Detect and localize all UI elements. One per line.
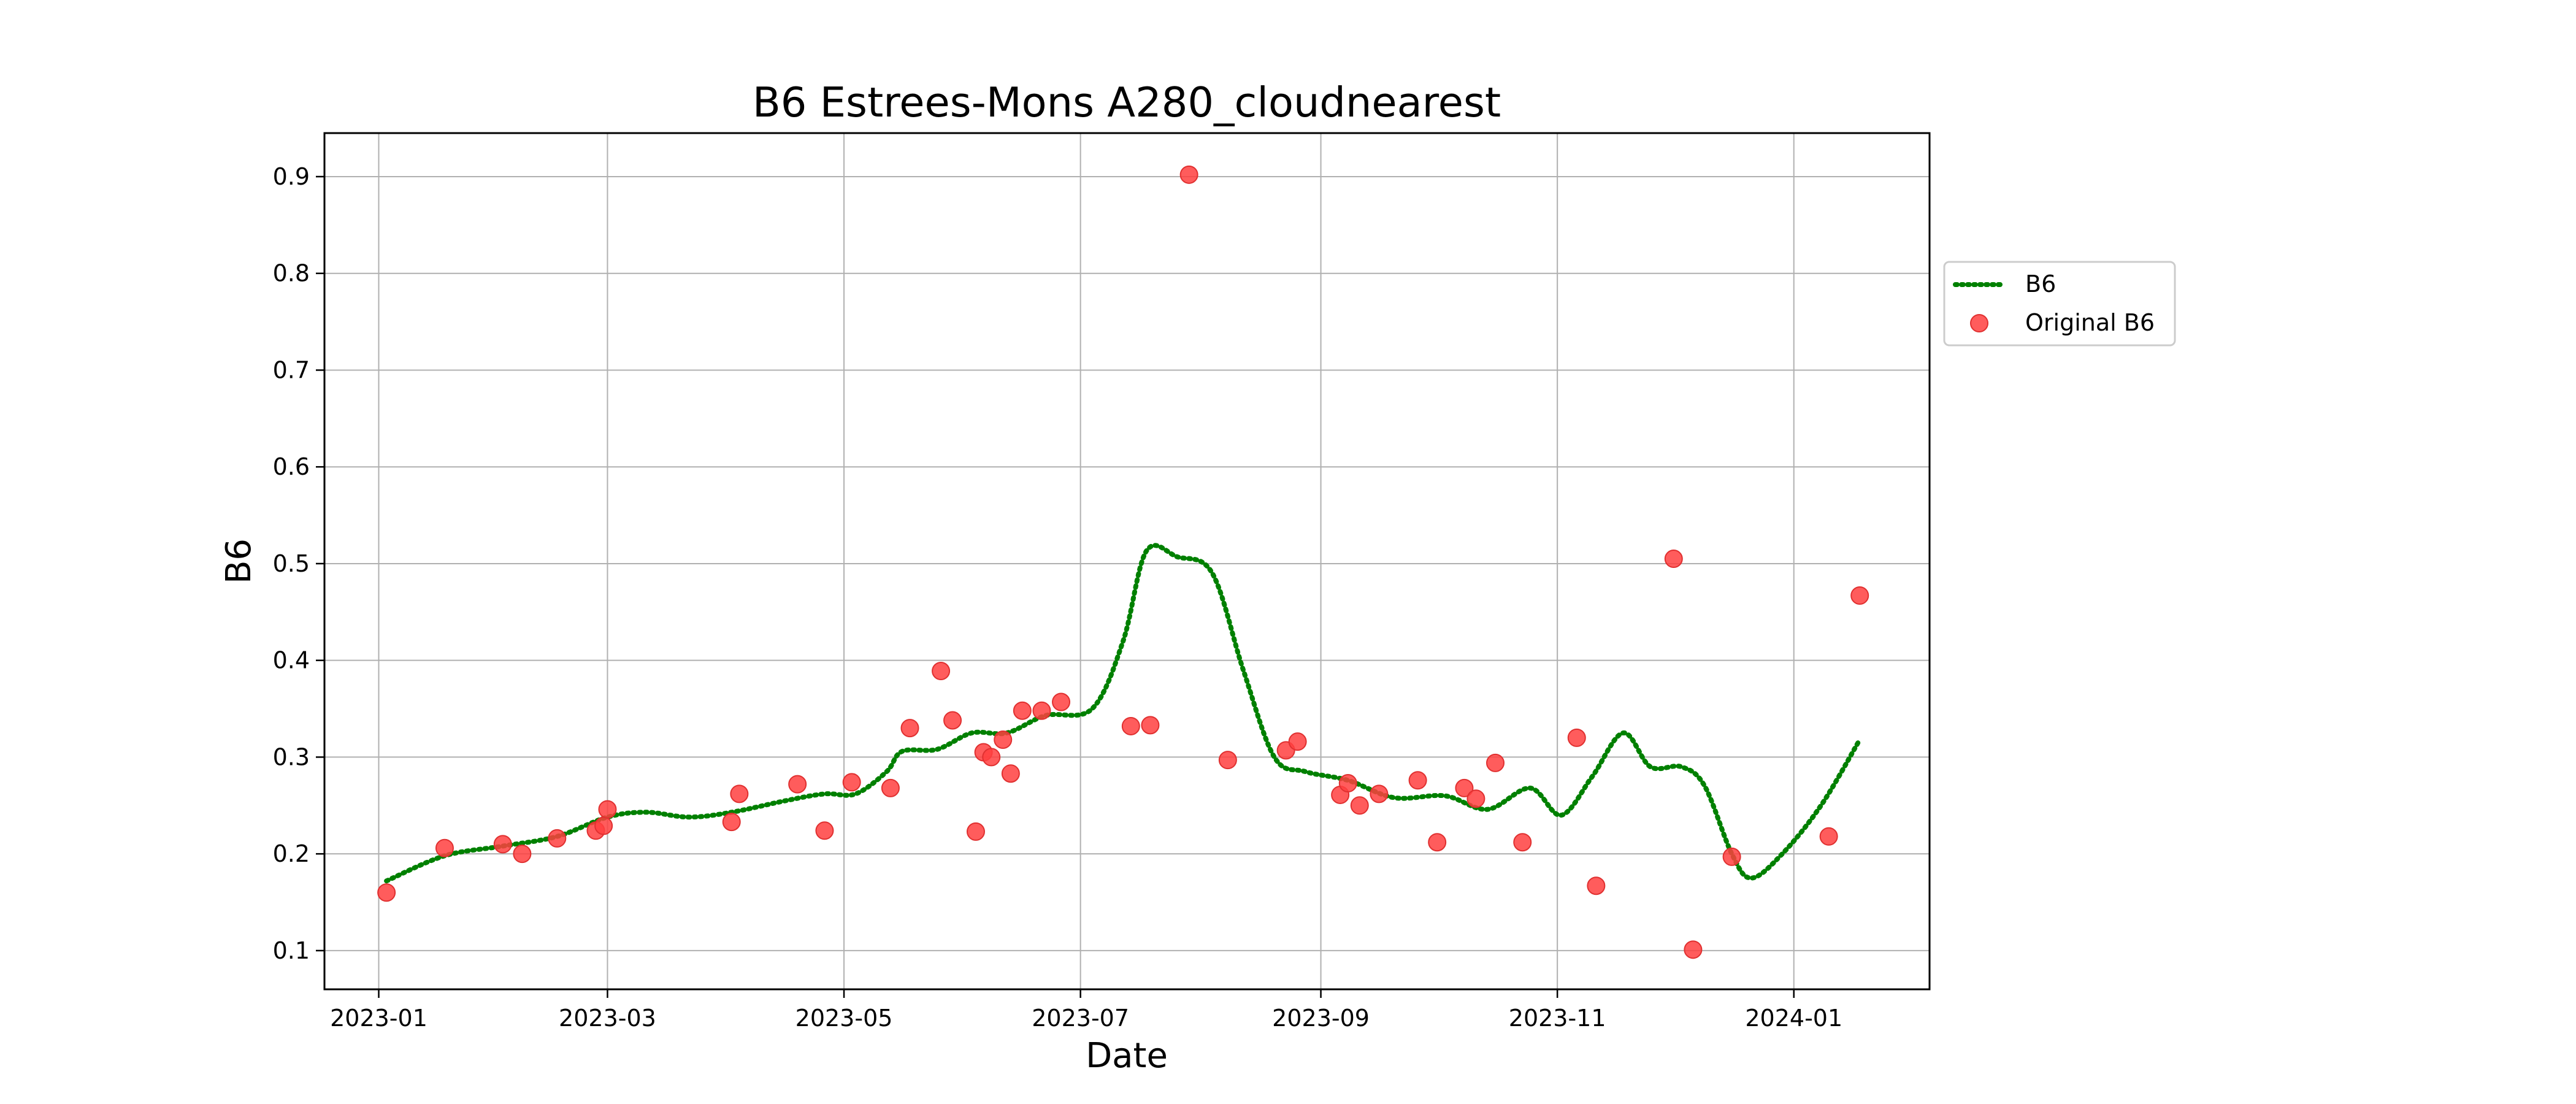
original-b6-point bbox=[966, 822, 985, 841]
chart-title: B6 Estrees-Mons A280_cloudnearest bbox=[753, 79, 1501, 126]
legend-original-b6-label: Original B6 bbox=[2025, 309, 2155, 336]
y-tick-label: 0.4 bbox=[273, 647, 310, 674]
y-tick-label: 0.3 bbox=[273, 743, 310, 770]
original-b6-point bbox=[1179, 165, 1198, 184]
x-tick-label: 2023-03 bbox=[559, 1005, 656, 1032]
original-b6-point bbox=[1664, 550, 1683, 569]
legend-b6-label: B6 bbox=[2025, 270, 2056, 297]
original-b6-point bbox=[1486, 753, 1505, 772]
original-b6-point bbox=[1428, 833, 1447, 852]
original-b6-point bbox=[1722, 847, 1741, 866]
y-tick-label: 0.7 bbox=[273, 356, 310, 383]
original-b6-point bbox=[493, 835, 512, 854]
original-b6-point bbox=[1338, 774, 1357, 793]
legend-original-b6-marker bbox=[1970, 314, 1988, 332]
original-b6-point bbox=[1288, 732, 1307, 751]
original-b6-point bbox=[1052, 692, 1071, 711]
original-b6-point bbox=[435, 838, 454, 857]
original-b6-point bbox=[548, 829, 567, 848]
original-b6-point bbox=[1350, 796, 1369, 815]
x-axis-ticks: 2023-01 2023-03 2023-05 2023-07 2023-09 2023-… bbox=[330, 989, 1842, 1032]
original-b6-point bbox=[1684, 940, 1703, 959]
original-b6-point bbox=[815, 821, 834, 840]
original-b6-point bbox=[1013, 701, 1032, 720]
original-b6-point bbox=[900, 719, 919, 738]
b6-line-series bbox=[384, 543, 1863, 884]
y-tick-label: 0.2 bbox=[273, 840, 310, 867]
original-b6-point bbox=[842, 773, 861, 792]
legend-box bbox=[1943, 261, 2176, 347]
original-b6-point bbox=[594, 816, 613, 835]
original-b6-point bbox=[1370, 784, 1389, 803]
original-b6-point bbox=[1001, 764, 1020, 783]
original-b6-point bbox=[730, 784, 749, 803]
original-b6-point bbox=[994, 730, 1013, 749]
original-b6-point bbox=[1850, 586, 1869, 605]
original-b6-point bbox=[932, 662, 951, 681]
original-b6-point bbox=[1218, 751, 1237, 770]
original-b6-point bbox=[982, 748, 1001, 767]
b6-line bbox=[384, 543, 1863, 884]
original-b6-point bbox=[943, 711, 962, 730]
y-tick-label: 0.5 bbox=[273, 550, 310, 577]
original-b6-point bbox=[1567, 728, 1586, 747]
original-b6-point bbox=[1032, 701, 1051, 720]
original-b6-point bbox=[513, 845, 532, 864]
y-tick-label: 0.1 bbox=[273, 937, 310, 964]
x-tick-label: 2023-11 bbox=[1509, 1005, 1606, 1032]
y-tick-label: 0.9 bbox=[273, 163, 310, 190]
x-tick-label: 2023-05 bbox=[795, 1005, 893, 1032]
original-b6-point bbox=[1513, 833, 1532, 852]
y-axis-title: B6 bbox=[219, 539, 259, 584]
original-b6-point bbox=[881, 778, 900, 797]
original-b6-point bbox=[598, 800, 617, 819]
original-b6-point bbox=[788, 775, 807, 794]
x-tick-label: 2024-01 bbox=[1745, 1005, 1842, 1032]
original-b6-point bbox=[1121, 716, 1140, 735]
original-b6-point bbox=[377, 883, 396, 902]
y-tick-label: 0.8 bbox=[273, 260, 310, 287]
original-b6-point bbox=[1455, 778, 1474, 797]
plot-area-frame bbox=[323, 132, 1931, 991]
legend: B6 Original B6 bbox=[1943, 261, 2176, 347]
original-b6-point bbox=[1408, 771, 1427, 790]
y-tick-label: 0.6 bbox=[273, 453, 310, 480]
grid bbox=[324, 133, 1930, 989]
original-b6-point bbox=[1466, 789, 1485, 808]
x-tick-label: 2023-09 bbox=[1272, 1005, 1370, 1032]
x-tick-label: 2023-01 bbox=[330, 1005, 427, 1032]
y-axis-ticks: 0.1 0.2 0.3 0.4 0.5 0.6 0.7 0.8 0.9 bbox=[273, 163, 324, 964]
original-b6-scatter-series bbox=[377, 165, 1869, 959]
original-b6-point bbox=[722, 813, 741, 832]
original-b6-point bbox=[1141, 716, 1160, 735]
x-tick-label: 2023-07 bbox=[1032, 1005, 1129, 1032]
original-b6-point bbox=[1587, 876, 1606, 895]
x-axis-title: Date bbox=[1086, 1036, 1168, 1076]
original-b6-point bbox=[1819, 827, 1838, 846]
